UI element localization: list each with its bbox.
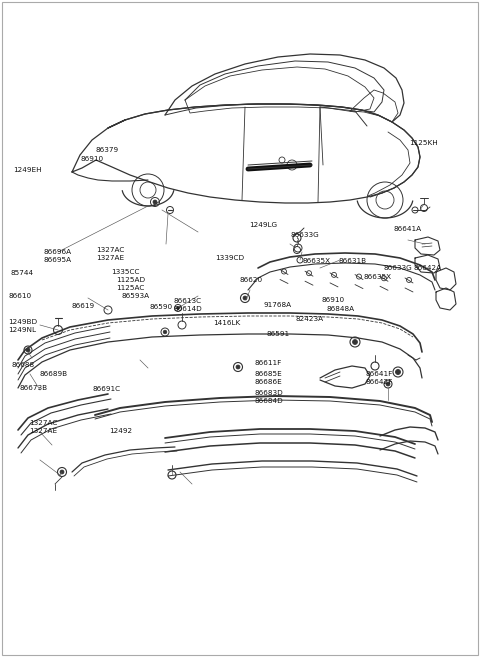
Text: 86620: 86620 <box>239 277 262 283</box>
Text: 86633G: 86633G <box>384 265 413 271</box>
Circle shape <box>396 369 400 374</box>
Text: 1416LK: 1416LK <box>213 320 240 327</box>
Circle shape <box>236 365 240 369</box>
Text: 1327AC: 1327AC <box>29 420 57 426</box>
Text: 86910: 86910 <box>322 296 345 303</box>
Text: 86910: 86910 <box>81 156 104 162</box>
Text: 86848A: 86848A <box>326 306 355 313</box>
Text: 86688: 86688 <box>12 362 35 369</box>
Text: 86611F: 86611F <box>254 360 282 367</box>
Text: 86683D: 86683D <box>254 390 283 396</box>
Text: 1249BD: 1249BD <box>9 319 38 325</box>
Text: 1125AD: 1125AD <box>116 277 145 283</box>
Text: 1327AC: 1327AC <box>96 247 124 254</box>
Text: 12492: 12492 <box>109 428 132 434</box>
Text: 86642A: 86642A <box>414 265 442 271</box>
Text: 86635X: 86635X <box>364 274 392 281</box>
Circle shape <box>26 348 30 352</box>
Text: 86641F: 86641F <box>366 371 393 378</box>
Circle shape <box>386 382 390 386</box>
Text: 1125KH: 1125KH <box>409 140 438 147</box>
Circle shape <box>243 296 247 300</box>
Text: 1335CC: 1335CC <box>111 269 140 275</box>
Circle shape <box>153 200 157 204</box>
Text: 1327AE: 1327AE <box>29 428 57 434</box>
Text: 86619: 86619 <box>72 303 95 309</box>
Text: 86695A: 86695A <box>43 257 72 263</box>
Circle shape <box>352 340 358 344</box>
Text: 86685E: 86685E <box>254 371 282 378</box>
Text: 1249EH: 1249EH <box>13 166 42 173</box>
Text: 1249NL: 1249NL <box>9 327 36 333</box>
Text: 86610: 86610 <box>9 293 32 300</box>
Text: 86684D: 86684D <box>254 397 283 404</box>
Text: 86633G: 86633G <box>290 232 319 238</box>
Text: 1125AC: 1125AC <box>116 284 144 291</box>
Text: 86673B: 86673B <box>19 384 48 391</box>
Circle shape <box>177 307 180 309</box>
Text: 86689B: 86689B <box>39 371 68 378</box>
Text: 86590: 86590 <box>150 304 173 311</box>
Text: 82423A: 82423A <box>296 315 324 322</box>
Text: 1339CD: 1339CD <box>215 254 244 261</box>
Text: 86686E: 86686E <box>254 379 282 386</box>
Text: 86642F: 86642F <box>366 379 393 386</box>
Text: 86614D: 86614D <box>174 306 203 312</box>
Text: 85744: 85744 <box>11 269 34 276</box>
Text: 86631B: 86631B <box>339 258 367 264</box>
Text: 86593A: 86593A <box>122 292 150 299</box>
Text: 86691C: 86691C <box>93 386 121 392</box>
Text: 86641A: 86641A <box>394 225 422 232</box>
Circle shape <box>60 470 64 474</box>
Text: 86635X: 86635X <box>302 258 331 264</box>
Text: 1249LG: 1249LG <box>250 222 278 229</box>
Text: 91768A: 91768A <box>263 302 291 308</box>
Text: 86696A: 86696A <box>43 249 72 256</box>
Text: 86591: 86591 <box>266 331 289 338</box>
Text: 86613C: 86613C <box>174 298 202 304</box>
Circle shape <box>163 330 167 334</box>
Text: 1327AE: 1327AE <box>96 255 124 261</box>
Text: 86379: 86379 <box>96 147 119 153</box>
